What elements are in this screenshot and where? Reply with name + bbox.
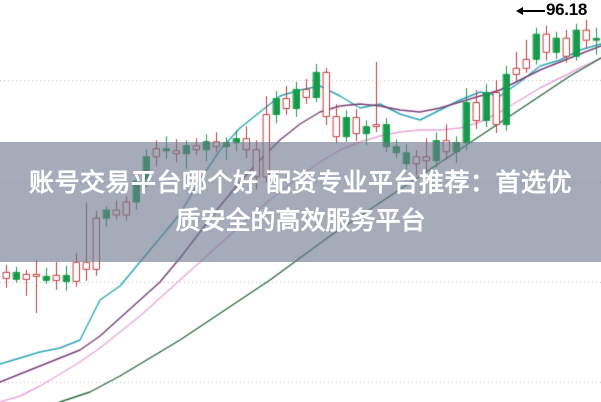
headline-overlay-band: 账号交易平台哪个好 配资专业平台推荐：首选优 质安全的高效服务平台 (0, 142, 601, 262)
headline-line-1: 账号交易平台哪个好 配资专业平台推荐：首选优 (29, 169, 572, 197)
headline-line-2: 质安全的高效服务平台 (175, 207, 426, 235)
